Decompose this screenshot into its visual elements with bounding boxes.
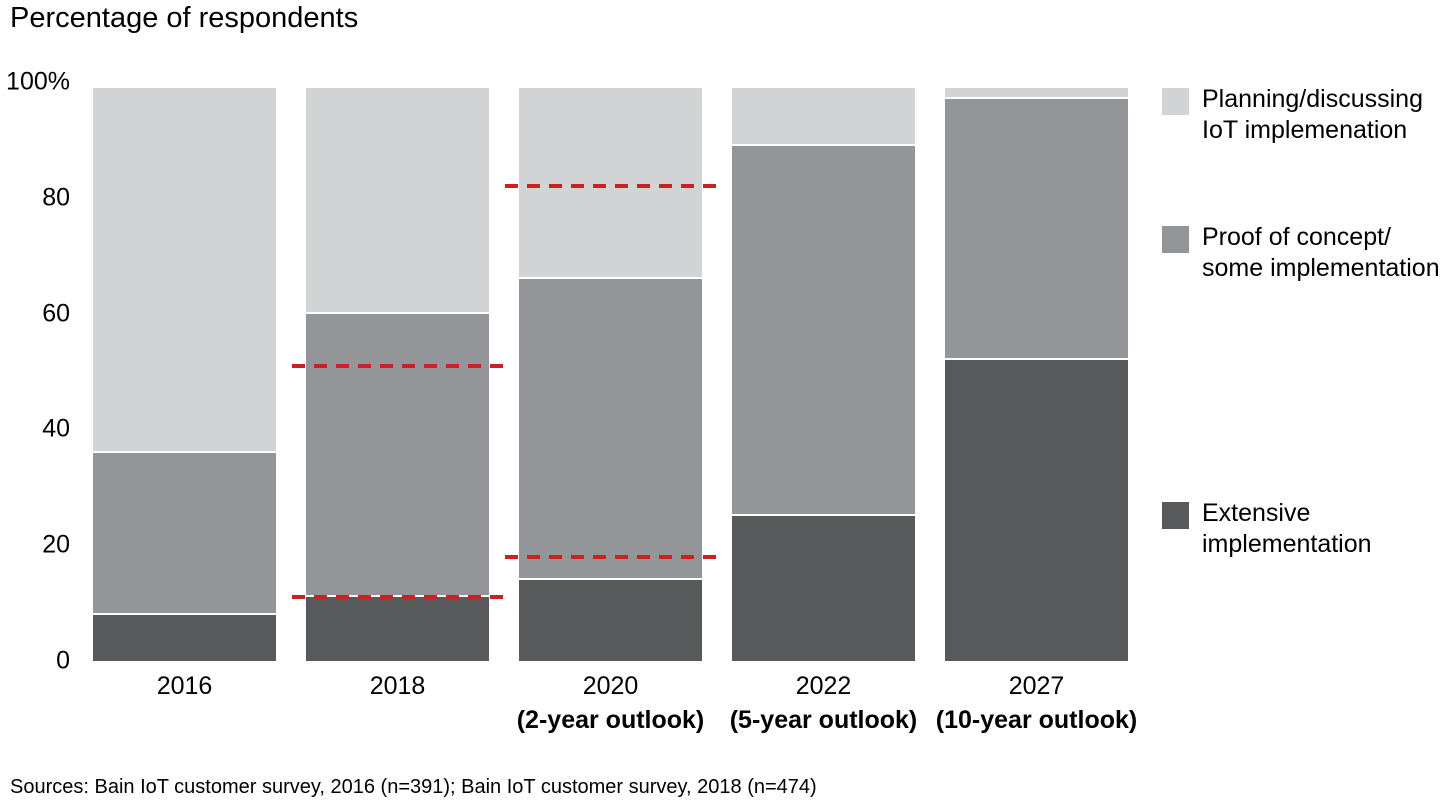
bar-column-2022 [732,87,915,661]
y-tick-label: 100% [6,67,70,96]
x-tick-label: 2020 [582,672,639,700]
legend-label-line: Extensive [1202,499,1311,527]
bar-segment-planning [732,87,915,146]
bar-segment-extensive [945,359,1128,661]
x-tick-sublabel: (5-year outlook) [729,706,918,734]
chart-title: Percentage of respondents [10,2,359,34]
legend-label-line: implementation [1202,530,1372,558]
bar-segment-extensive [519,579,702,661]
bar-segment-planning [945,87,1128,100]
bar-segment-proof [732,145,915,517]
bar-segment-proof [945,99,1128,360]
legend-label-line: some implementation [1202,254,1440,282]
bar-column-2018 [306,87,489,661]
bar-segment-proof [306,313,489,598]
bar-segment-planning [306,87,489,314]
x-tick-label: 2016 [156,672,213,700]
legend-swatch-extensive [1162,502,1189,529]
bar-segment-proof [519,278,702,580]
legend-label-line: IoT implemenation [1202,116,1408,144]
y-tick-label: 60 [42,299,70,328]
y-tick-label: 0 [56,646,70,675]
bar-segment-extensive [306,597,489,661]
bar-segment-planning [519,87,702,279]
legend-swatch-proof [1162,226,1189,253]
bar-column-2016 [93,87,276,661]
source-note: Sources: Bain IoT customer survey, 2016 … [10,776,817,798]
y-tick-label: 20 [42,530,70,559]
y-tick-label: 80 [42,183,70,212]
legend-item: Proof of concept/some implementation [1162,222,1440,284]
legend-label: Planning/discussing IoT implemenation [1202,84,1423,146]
bar-segment-extensive [93,614,276,661]
legend-label: Extensive implementation [1202,498,1372,560]
x-tick-sublabel: (10-year outlook) [935,706,1138,734]
bar-segment-proof [93,452,276,615]
bar-column-2020 [519,87,702,661]
legend-item: Planning/discussing IoT implemenation [1162,84,1423,146]
x-tick-label: 2022 [795,672,852,700]
bar-segment-planning [93,87,276,453]
legend-swatch-planning [1162,88,1189,115]
legend-label-line: Planning/discussing [1202,85,1423,113]
bar-segment-extensive [732,516,915,661]
y-tick-label: 40 [42,414,70,443]
legend-label-line: Proof of concept/ [1202,223,1392,251]
x-tick-label: 2018 [369,672,426,700]
bar-column-2027 [945,87,1128,661]
plot-area [93,82,1128,661]
x-tick-label: 2027 [1008,672,1065,700]
x-tick-sublabel: (2-year outlook) [516,706,705,734]
legend-item: Extensive implementation [1162,498,1372,560]
legend-label: Proof of concept/some implementation [1202,222,1440,284]
